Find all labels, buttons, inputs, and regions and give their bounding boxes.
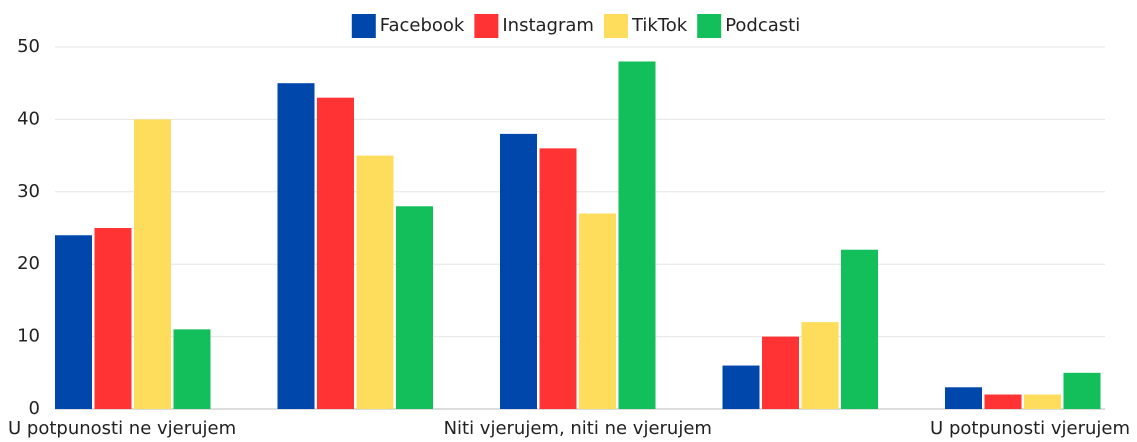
y-tick-label: 40 <box>17 108 40 129</box>
y-tick-label: 10 <box>17 326 40 347</box>
bar <box>396 206 433 409</box>
legend-swatch <box>603 14 628 38</box>
bar <box>500 133 537 409</box>
legend-swatch <box>351 14 376 38</box>
bar <box>579 213 616 409</box>
bar <box>539 148 577 410</box>
bar <box>55 235 92 409</box>
bar <box>945 387 982 409</box>
y-tick-label: 20 <box>17 253 40 274</box>
x-tick-label: U potpunosti vjerujem <box>930 418 1130 439</box>
y-tick-label: 0 <box>29 398 40 419</box>
bar <box>1024 394 1061 409</box>
legend-swatch <box>474 14 499 38</box>
bar <box>618 61 656 409</box>
bar <box>762 336 799 409</box>
legend-label: Podcasti <box>725 15 800 36</box>
bar <box>277 83 315 409</box>
bar <box>722 365 760 409</box>
bar <box>984 394 1022 409</box>
legend-label: Instagram <box>502 15 594 36</box>
bar <box>356 155 394 409</box>
bar <box>94 228 132 409</box>
bar <box>317 97 354 410</box>
legend-label: TikTok <box>631 15 688 36</box>
bar <box>173 329 211 409</box>
x-tick-label: U potpunosti ne vjerujem <box>8 418 236 439</box>
bar <box>1063 372 1101 409</box>
bar <box>134 119 171 410</box>
legend-swatch <box>697 14 722 38</box>
bar <box>801 322 839 409</box>
legend-label: Facebook <box>380 15 465 36</box>
y-tick-label: 50 <box>17 36 40 57</box>
x-tick-label: Niti vjerujem, niti ne vjerujem <box>444 418 712 439</box>
y-tick-label: 30 <box>17 181 40 202</box>
bar <box>841 249 878 409</box>
